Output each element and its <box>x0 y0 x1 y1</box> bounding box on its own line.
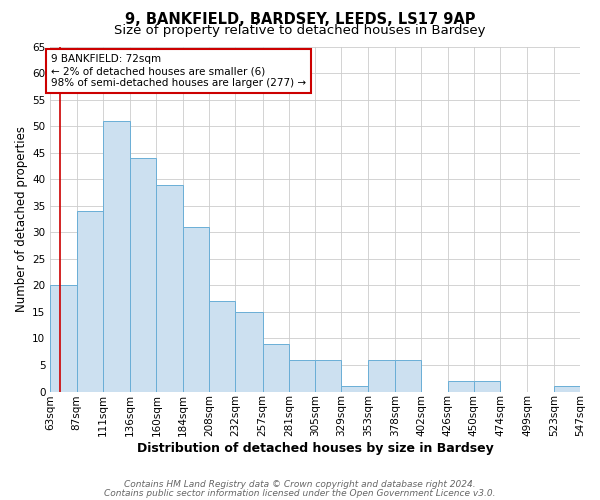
Bar <box>103 121 130 392</box>
Bar <box>130 158 157 392</box>
Bar <box>157 184 183 392</box>
Text: Contains HM Land Registry data © Crown copyright and database right 2024.: Contains HM Land Registry data © Crown c… <box>124 480 476 489</box>
Y-axis label: Number of detached properties: Number of detached properties <box>15 126 28 312</box>
Bar <box>209 302 235 392</box>
Bar <box>77 211 103 392</box>
X-axis label: Distribution of detached houses by size in Bardsey: Distribution of detached houses by size … <box>137 442 494 455</box>
Bar <box>395 360 421 392</box>
Text: 9, BANKFIELD, BARDSEY, LEEDS, LS17 9AP: 9, BANKFIELD, BARDSEY, LEEDS, LS17 9AP <box>125 12 475 28</box>
Bar <box>50 286 77 392</box>
Bar <box>183 227 209 392</box>
Text: 9 BANKFIELD: 72sqm
← 2% of detached houses are smaller (6)
98% of semi-detached : 9 BANKFIELD: 72sqm ← 2% of detached hous… <box>51 54 306 88</box>
Text: Contains public sector information licensed under the Open Government Licence v3: Contains public sector information licen… <box>104 489 496 498</box>
Bar <box>263 344 289 392</box>
Bar <box>315 360 341 392</box>
Bar <box>341 386 368 392</box>
Bar <box>368 360 395 392</box>
Bar <box>474 381 500 392</box>
Text: Size of property relative to detached houses in Bardsey: Size of property relative to detached ho… <box>114 24 486 37</box>
Bar <box>289 360 315 392</box>
Bar <box>554 386 580 392</box>
Bar <box>448 381 474 392</box>
Bar <box>235 312 263 392</box>
